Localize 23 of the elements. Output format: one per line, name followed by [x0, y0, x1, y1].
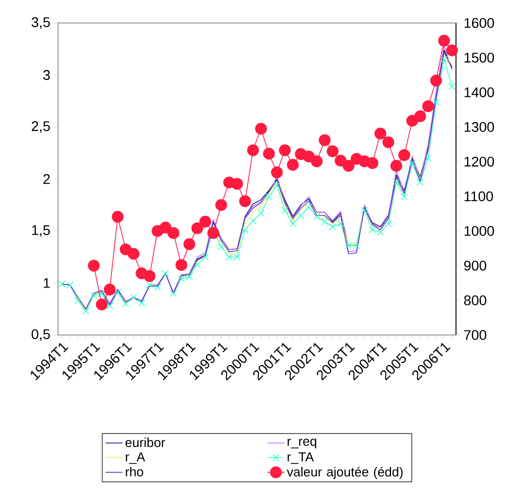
legend-label: r_TA: [288, 452, 314, 464]
y-tick-label: 1,5: [32, 225, 50, 237]
y-tick-label: 3: [43, 70, 50, 80]
legend-label: r_A: [126, 452, 146, 464]
y2-tick-label: 1100: [464, 191, 493, 202]
y-tick-label: 2,5: [32, 121, 50, 133]
y2-tick-label: 1300: [464, 122, 494, 132]
legend-label: r_req: [288, 438, 316, 448]
y2-tick-label: 800: [464, 295, 486, 306]
y-tick-label: 3,5: [32, 17, 50, 29]
y2-tick-label: 700: [464, 330, 486, 340]
legend-label: rho: [126, 466, 144, 476]
y2-tick-label: 1500: [464, 52, 494, 63]
y-tick-label: 1: [44, 278, 50, 288]
y2-tick-label: 1400: [464, 87, 494, 98]
y2-tick-label: 900: [464, 260, 486, 271]
y2-tick-label: 1600: [464, 18, 494, 28]
y-tick-label: 2: [43, 174, 50, 184]
legend-label: euribor: [126, 438, 166, 448]
y2-tick-label: 1200: [464, 156, 494, 167]
y2-tick-label: 1000: [464, 226, 494, 236]
legend-label: valeur ajoutée (édd): [286, 466, 403, 480]
y-tick-label: 0,5: [32, 329, 50, 341]
